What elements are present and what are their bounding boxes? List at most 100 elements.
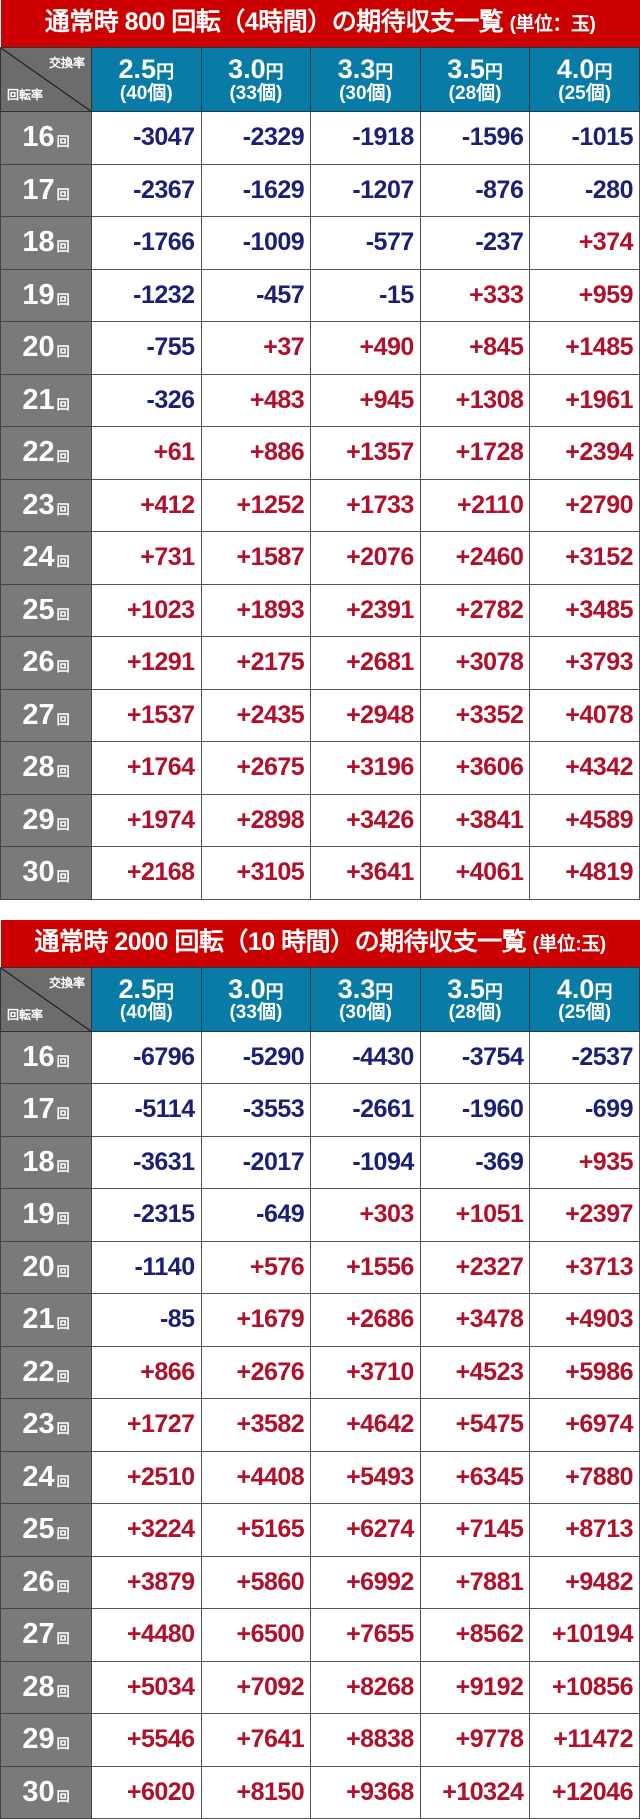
yen-unit: 円: [485, 62, 503, 82]
rate-value: 3.3: [338, 54, 376, 84]
value-cell: +7092: [201, 1661, 311, 1714]
row-suffix: 回: [57, 1264, 70, 1279]
value-cell: +8838: [311, 1714, 421, 1767]
row-number: 16: [22, 121, 54, 153]
value-cell: +3105: [201, 847, 311, 900]
row-number: 27: [22, 1618, 54, 1650]
row-suffix: 回: [57, 1316, 70, 1331]
ball-count: (30個): [339, 83, 392, 104]
value-cell: +4642: [311, 1399, 421, 1452]
value-cell: +8150: [201, 1766, 311, 1819]
value-cell: +61: [92, 427, 202, 480]
row-number: 19: [22, 279, 54, 311]
value-cell: +3152: [530, 532, 640, 585]
value-cell: +5034: [92, 1661, 202, 1714]
value-cell: +7880: [530, 1451, 640, 1504]
value-cell: -1207: [311, 164, 421, 217]
value-cell: -699: [530, 1084, 640, 1137]
value-cell: +5165: [201, 1504, 311, 1557]
value-cell: +2391: [311, 584, 421, 637]
value-cell: +2435: [201, 689, 311, 742]
row-suffix: 回: [57, 1579, 70, 1594]
value-cell: -2017: [201, 1136, 311, 1189]
value-cell: +9482: [530, 1556, 640, 1609]
value-cell: +1764: [92, 742, 202, 795]
value-cell: +2898: [201, 794, 311, 847]
row-number: 16: [22, 1041, 54, 1073]
row-number: 20: [22, 1251, 54, 1283]
yen-unit: 円: [266, 982, 284, 1002]
value-cell: +576: [201, 1241, 311, 1294]
row-number: 20: [22, 331, 54, 363]
value-cell: +3606: [420, 742, 530, 795]
value-cell: +959: [530, 269, 640, 322]
value-cell: +2675: [201, 742, 311, 795]
value-cell: -1232: [92, 269, 202, 322]
value-cell: -577: [311, 217, 421, 270]
value-cell: +1587: [201, 532, 311, 585]
value-cell: +5493: [311, 1451, 421, 1504]
value-cell: +483: [201, 374, 311, 427]
value-cell: -457: [201, 269, 311, 322]
row-suffix: 回: [57, 449, 70, 464]
rate-value: 3.5: [447, 54, 485, 84]
value-cell: -369: [420, 1136, 530, 1189]
value-cell: -3631: [92, 1136, 202, 1189]
value-cell: -1918: [311, 112, 421, 165]
value-cell: +2110: [420, 479, 530, 532]
ball-count: (33個): [229, 1002, 282, 1023]
row-number: 24: [22, 541, 54, 573]
table-unit: (単位:玉): [533, 934, 606, 955]
value-cell: -3553: [201, 1084, 311, 1137]
value-cell: +3426: [311, 794, 421, 847]
value-cell: +2394: [530, 427, 640, 480]
value-cell: +6500: [201, 1609, 311, 1662]
row-suffix: 回: [57, 1211, 70, 1226]
rate-value: 3.0: [228, 54, 266, 84]
value-cell: +9192: [420, 1661, 530, 1714]
value-cell: +5986: [530, 1346, 640, 1399]
spin-rate-label: 回転率: [7, 1006, 43, 1023]
value-cell: -1629: [201, 164, 311, 217]
value-cell: +4061: [420, 847, 530, 900]
row-number: 28: [22, 1671, 54, 1703]
row-suffix: 回: [57, 1684, 70, 1699]
column-header: 4.0円(25個): [530, 967, 640, 1031]
row-suffix: 回: [57, 607, 70, 622]
value-cell: -1140: [92, 1241, 202, 1294]
value-cell: +3485: [530, 584, 640, 637]
row-number: 28: [22, 751, 54, 783]
value-cell: +3841: [420, 794, 530, 847]
value-cell: +5860: [201, 1556, 311, 1609]
ball-count: (28個): [449, 1002, 502, 1023]
column-header: 3.5円(28個): [420, 48, 530, 112]
value-cell: +4523: [420, 1346, 530, 1399]
value-cell: +412: [92, 479, 202, 532]
value-cell: -1094: [311, 1136, 421, 1189]
value-cell: +4903: [530, 1294, 640, 1347]
row-suffix: 回: [57, 1159, 70, 1174]
value-cell: +4408: [201, 1451, 311, 1504]
rate-value: 3.0: [228, 974, 266, 1004]
value-cell: +866: [92, 1346, 202, 1399]
